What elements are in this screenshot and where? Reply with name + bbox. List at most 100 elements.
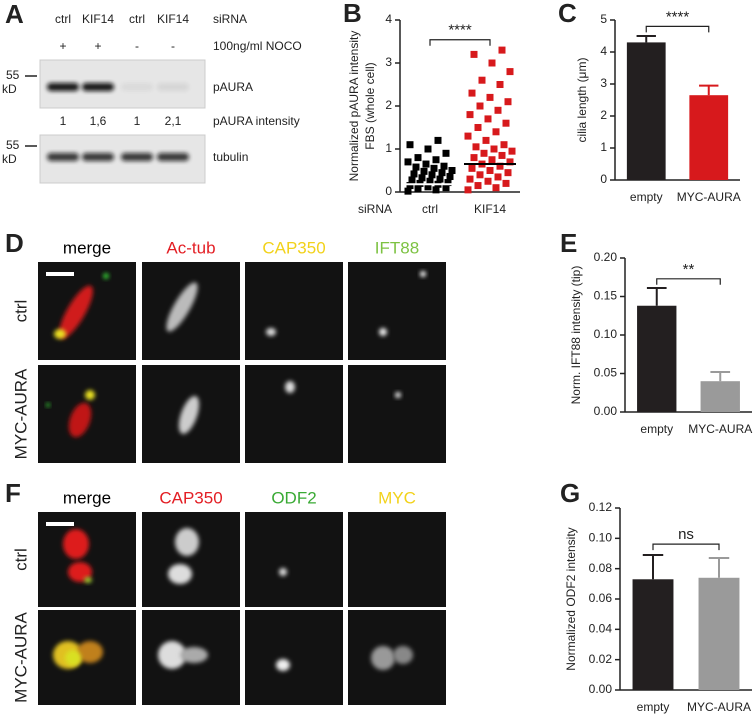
x-tick-label: MYC-AURA [688,422,752,436]
y-tick-label: 0.05 [594,366,618,380]
panel-label: E [560,228,577,258]
data-point [502,119,510,127]
signal [84,577,92,583]
marker-size: 55 [6,68,20,82]
data-point [428,171,436,179]
signal [166,282,198,332]
data-point [466,175,474,183]
signal [46,403,50,407]
marker-size: 55 [6,138,20,152]
row-label: MYC-AURA [11,368,30,459]
signal [85,390,95,400]
y-tick-label: 2 [385,98,392,112]
data-point [408,176,416,184]
data-point [440,162,448,170]
lane-sirna: KIF14 [157,12,189,26]
data-point [494,106,502,114]
y-axis-label: FBS (whole cell) [363,62,377,149]
data-point [444,179,452,187]
micrograph [245,365,343,463]
row-label: ctrl [11,300,30,323]
y-tick-label: 0.10 [594,327,618,341]
data-point [506,158,514,166]
data-point [476,102,484,110]
data-point [404,187,412,195]
data-point [406,182,414,190]
lane-noco: - [135,39,139,53]
y-tick-label: 2 [600,108,607,122]
signal [175,528,199,556]
data-point [426,177,434,185]
panel-label: G [560,478,580,508]
significance-label: **** [666,8,690,25]
y-tick-label: 1 [600,140,607,154]
blot-band [82,83,114,91]
lane-sirna: ctrl [129,12,145,26]
y-tick-label: 3 [385,55,392,69]
data-point [496,81,504,88]
micrograph [245,610,343,705]
data-point [472,143,480,151]
data-point [502,179,510,187]
micrograph [142,262,240,360]
membrane-label: pAURA [213,80,253,94]
data-point [500,141,508,149]
channel-label: merge [63,488,111,507]
y-tick-label: 0.08 [589,561,613,575]
y-tick-label: 0.12 [589,500,613,514]
significance-label: **** [448,22,472,39]
y-tick-label: 4 [385,12,392,26]
x-tick-label: MYC-AURA [677,190,741,204]
data-point [448,167,456,174]
y-tick-label: 0.04 [589,622,613,636]
data-point [484,177,492,185]
micrograph [38,512,136,607]
data-point [422,160,430,168]
data-point [474,124,482,131]
signal [68,562,92,582]
y-tick-label: 5 [600,12,607,26]
data-point [476,171,484,179]
data-point [432,156,440,164]
lane-sirna: KIF14 [82,12,114,26]
micrograph [348,262,446,360]
data-point [504,169,512,177]
signal [65,650,81,666]
lane-intensity: 2,1 [165,114,182,128]
micrograph [142,512,240,607]
channel-label: CAP350 [159,488,222,507]
data-point [488,156,496,164]
data-point [432,186,440,194]
data-point [498,46,506,54]
data-point [490,145,498,153]
y-tick-label: 0.15 [594,289,618,303]
panel-label: C [558,0,577,28]
data-point [478,76,486,84]
y-axis-label: Normalized pAURA intensity [347,31,361,182]
signal [77,641,103,663]
blot-band [121,153,153,161]
marker-unit: kD [2,82,17,96]
data-point [486,93,494,101]
y-tick-label: 0.02 [589,652,613,666]
signal [379,328,387,336]
lane-noco: + [59,39,66,53]
data-point [470,50,478,58]
data-point [418,174,426,182]
data-point [404,158,412,166]
row-label: siRNA [213,12,247,26]
lane-intensity: 1 [134,114,141,128]
data-point [482,136,490,144]
signal [371,646,395,670]
bar [626,42,666,181]
blot-band [157,153,189,161]
data-point [470,154,478,162]
micrograph [348,365,446,463]
channel-label: CAP350 [262,238,325,257]
bar [637,305,677,412]
blot-band [47,153,79,161]
lane-intensity: 1,6 [90,114,107,128]
signal [285,381,295,393]
data-point [494,173,502,181]
